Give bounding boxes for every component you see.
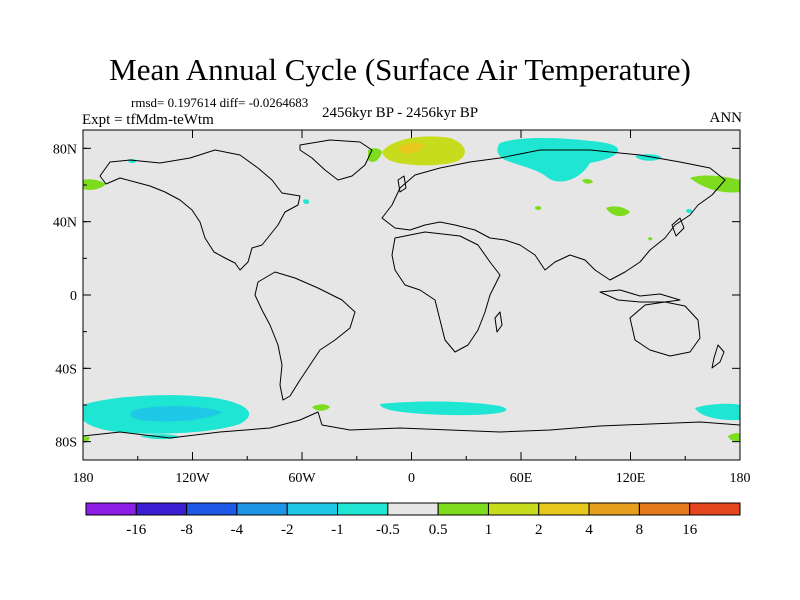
colorbar-swatch [638, 502, 691, 516]
longitude-axis: 180 120W 60W 0 60E 120E 180 [73, 130, 751, 486]
colorbar-swatch [337, 502, 389, 516]
colorbar-label: 1 [485, 522, 493, 538]
coast-uk [397, 175, 407, 193]
latitude-axis: 80N 40N 0 40S 80S [53, 142, 740, 451]
lon-tick-label: 180 [73, 471, 94, 486]
anomaly-west-antarctic-warm [83, 436, 90, 442]
coast-japan [671, 217, 685, 237]
anomaly-ross-warm [728, 433, 740, 442]
anomaly-barents-core [398, 142, 424, 154]
rmsd-diff-stats: rmsd= 0.197614 diff= -0.0264683 [131, 95, 309, 110]
colorbar-swatch [538, 502, 590, 516]
experiment-label: Expt = tfMdm-teWtm [82, 112, 214, 128]
coast-new-zealand [711, 344, 725, 369]
anomaly-caspian-warm [535, 205, 542, 211]
colorbar-swatch [85, 502, 137, 516]
season-label: ANN [709, 110, 743, 126]
anomaly-okhotsk-cool [686, 208, 693, 214]
coast-south-america [254, 271, 356, 401]
lon-tick-label: 180 [730, 471, 751, 486]
colorbar-label: 2 [535, 522, 543, 538]
anomaly-tibet-warm [606, 206, 630, 217]
colorbar-swatch [487, 502, 540, 516]
anomaly-north-atlantic-cool [303, 199, 310, 204]
anomaly-weddell-warm [312, 404, 330, 411]
colorbar-swatch [236, 502, 288, 516]
colorbar-label: -4 [231, 522, 244, 538]
coast-antarctica [83, 411, 740, 439]
plot-title: Mean Annual Cycle (Surface Air Temperatu… [109, 52, 691, 87]
anomaly-fields [83, 136, 740, 442]
colorbar-swatch [286, 502, 339, 516]
lat-tick-label: 40N [53, 216, 77, 231]
colorbar-swatch [437, 502, 489, 516]
lat-tick-label: 80N [53, 142, 77, 157]
lat-tick-label: 80S [55, 436, 77, 451]
coast-madagascar [494, 311, 503, 333]
lon-tick-label: 120W [175, 471, 210, 486]
colorbar-label: -16 [126, 522, 146, 538]
colorbar-label: 16 [682, 522, 698, 538]
coast-indonesia [599, 289, 681, 303]
anomaly-siberia-cool [497, 138, 619, 182]
colorbar-label: -1 [331, 522, 344, 538]
coast-africa [391, 231, 501, 353]
anomaly-kamchatka-warm [690, 175, 740, 193]
lat-tick-label: 40S [55, 362, 77, 377]
colorbar-swatch [689, 502, 741, 516]
lon-tick-label: 60W [288, 471, 316, 486]
anomaly-east-siberian-cool [635, 154, 662, 161]
coastlines [83, 139, 740, 439]
colorbar-swatch [186, 502, 238, 516]
anomaly-southern-ocean-core [130, 406, 222, 422]
colorbar-swatch [588, 502, 640, 516]
anomaly-south-pacific-east-cool [695, 403, 740, 421]
anomaly-bering-warm [83, 179, 106, 190]
lon-tick-label: 120E [616, 471, 646, 486]
anomaly-yellowsea-warm [648, 236, 653, 241]
colorbar-swatch [135, 502, 188, 516]
coast-greenland [299, 139, 373, 181]
anomaly-barents-warm [382, 136, 465, 166]
anomaly-south-atlantic-cool [380, 401, 507, 416]
colorbar-label: -2 [281, 522, 294, 538]
lon-tick-label: 60E [510, 471, 533, 486]
lat-tick-label: 0 [70, 289, 77, 304]
colorbar-label: -0.5 [376, 522, 400, 538]
anomaly-mongolia-warm [582, 178, 593, 184]
coast-australia [629, 301, 701, 357]
coast-north-america [99, 149, 301, 271]
colorbar-label: -8 [180, 522, 193, 538]
colorbar: -16 -8 -4 -2 -1 -0.5 0.5 1 2 4 8 16 [85, 502, 741, 538]
colorbar-label: 4 [585, 522, 593, 538]
colorbar-swatch [387, 502, 439, 516]
colorbar-label: 0.5 [429, 522, 448, 538]
colorbar-label: 8 [636, 522, 644, 538]
map-panel [82, 129, 741, 461]
lon-tick-label: 0 [408, 471, 415, 486]
coast-eurasia [381, 149, 726, 281]
time-period-label: 2456kyr BP - 2456kyr BP [321, 105, 479, 121]
